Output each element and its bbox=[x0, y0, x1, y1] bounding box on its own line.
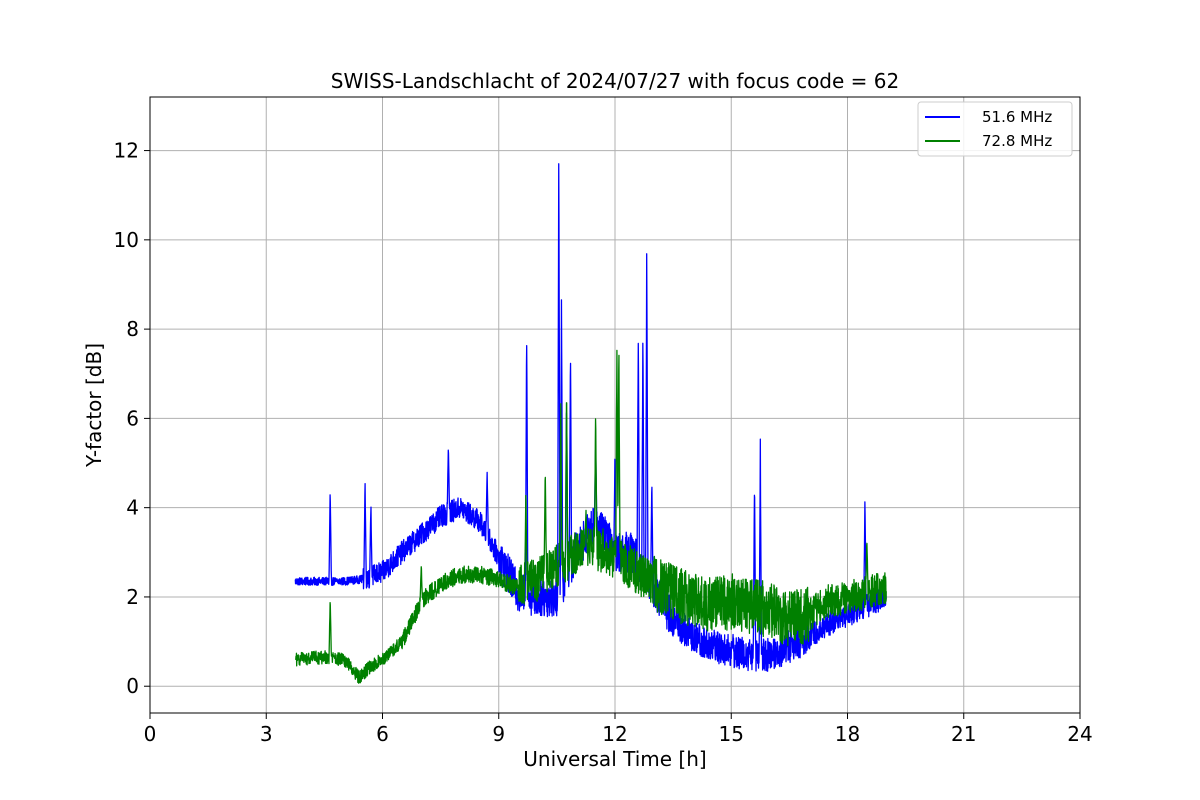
chart-title: SWISS-Landschlacht of 2024/07/27 with fo… bbox=[331, 69, 899, 93]
grid bbox=[149, 97, 1081, 713]
y-tick-label: 6 bbox=[126, 406, 139, 430]
x-tick-label: 9 bbox=[492, 722, 505, 746]
x-tick-label: 21 bbox=[951, 722, 976, 746]
legend: 51.6 MHz 72.8 MHz bbox=[917, 101, 1073, 157]
y-axis-label: Y-factor [dB] bbox=[82, 343, 106, 468]
series-layer bbox=[294, 163, 887, 684]
x-axis-label: Universal Time [h] bbox=[523, 747, 706, 771]
y-tick-label: 12 bbox=[114, 139, 139, 163]
x-tick-label: 24 bbox=[1067, 722, 1092, 746]
legend-label-51-6-mhz: 51.6 MHz bbox=[982, 108, 1052, 126]
y-axis: 0 2 4 6 8 10 12 bbox=[114, 139, 150, 698]
series-line-72-8-mhz bbox=[294, 349, 887, 684]
y-tick-label: 4 bbox=[126, 496, 139, 520]
x-tick-label: 6 bbox=[376, 722, 389, 746]
x-tick-label: 12 bbox=[602, 722, 627, 746]
y-tick-label: 2 bbox=[126, 585, 139, 609]
x-tick-label: 0 bbox=[144, 722, 157, 746]
legend-label-72-8-mhz: 72.8 MHz bbox=[982, 132, 1052, 150]
x-axis: 0 3 6 9 12 15 18 21 24 bbox=[144, 713, 1093, 746]
x-tick-label: 3 bbox=[260, 722, 273, 746]
x-tick-label: 18 bbox=[835, 722, 860, 746]
legend-box bbox=[917, 101, 1073, 157]
x-tick-label: 15 bbox=[719, 722, 744, 746]
y-tick-label: 10 bbox=[114, 228, 139, 252]
y-tick-label: 0 bbox=[126, 674, 139, 698]
y-tick-label: 8 bbox=[126, 317, 139, 341]
